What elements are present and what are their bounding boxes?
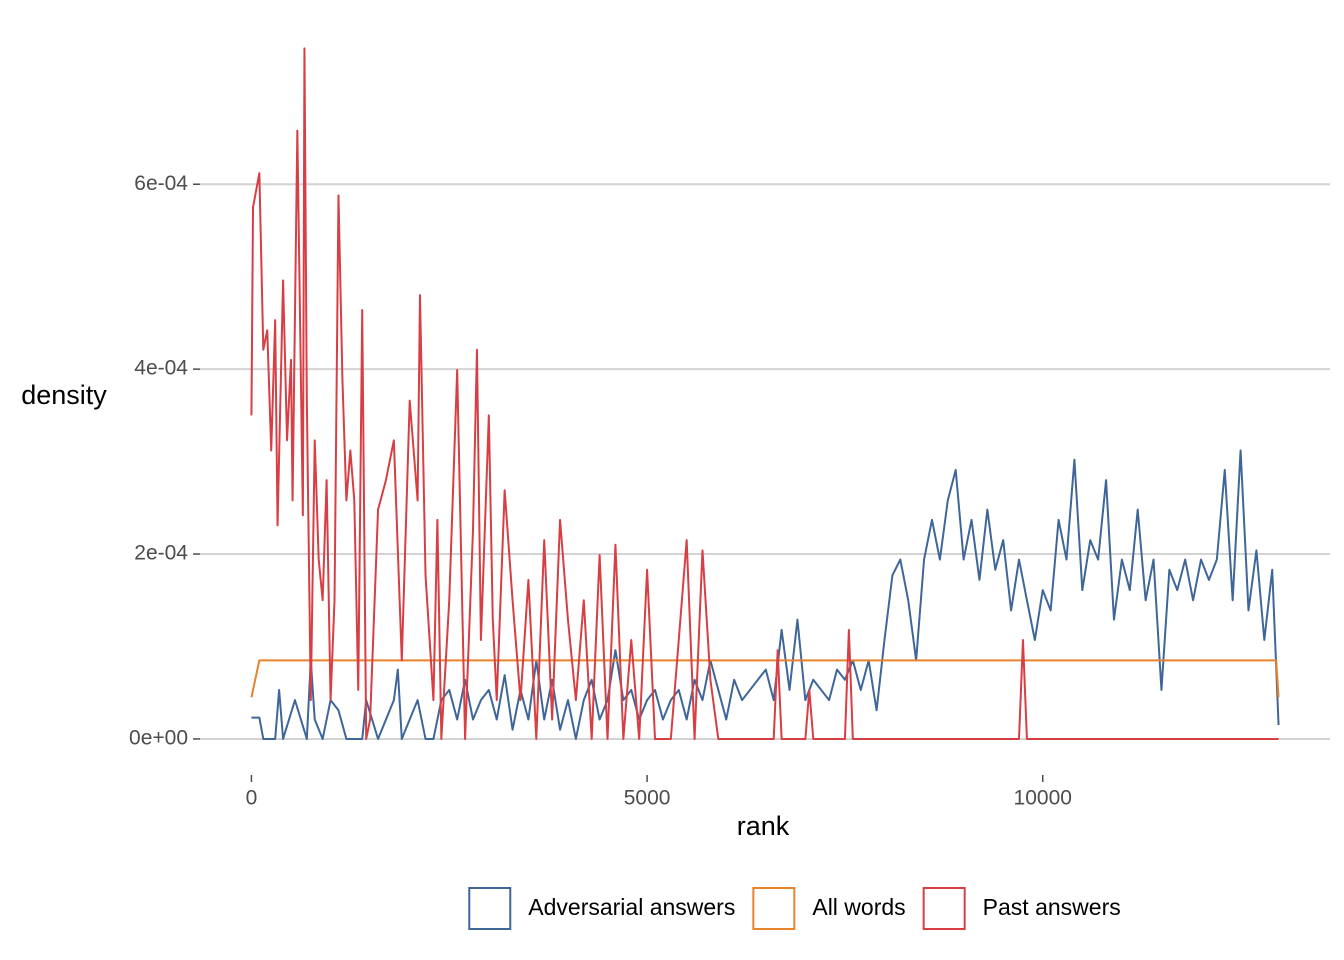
legend-label: Past answers [983, 894, 1121, 920]
x-tick-label: 0 [246, 787, 258, 810]
x-tick-label: 10000 [1014, 787, 1072, 810]
y-tick-label: 0e+00 [129, 726, 188, 749]
y-tick-label: 4e-04 [134, 357, 188, 380]
x-axis-title: rank [737, 811, 790, 841]
legend: Adversarial answers All words Past answers [468, 887, 1121, 930]
y-axis-title: density [21, 380, 107, 410]
legend-key [922, 887, 966, 930]
legend-label: Adversarial answers [528, 894, 735, 920]
line [251, 449, 1280, 740]
y-tick-label: 2e-04 [134, 542, 188, 565]
line [250, 47, 1279, 740]
y-tick-label: 6e-04 [134, 172, 188, 195]
legend-label: All words [812, 894, 905, 920]
line [250, 659, 1280, 698]
x-tick-label: 5000 [624, 787, 671, 810]
legend-key [468, 887, 512, 930]
legend-key [752, 887, 796, 930]
